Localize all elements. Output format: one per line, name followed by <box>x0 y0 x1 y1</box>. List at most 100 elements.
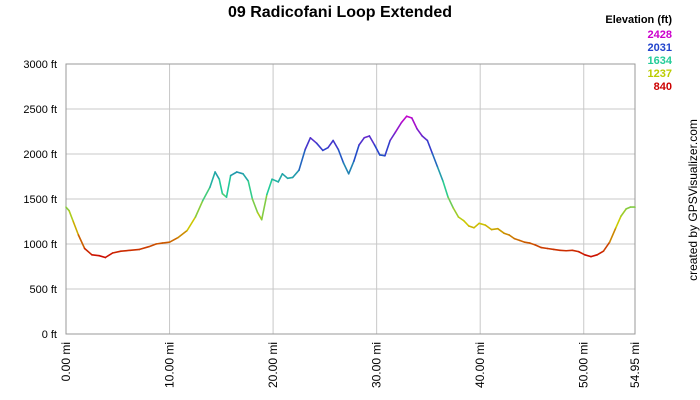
plot-border <box>65 63 636 335</box>
profile-segment <box>266 178 273 196</box>
profile-segment <box>286 176 294 180</box>
profile-segment <box>247 180 254 200</box>
profile-segment <box>615 215 622 229</box>
x-tick-label: 40.00 mi <box>473 342 487 388</box>
profile-segment <box>327 139 334 149</box>
profile-segment <box>363 135 371 139</box>
y-tick-label: 0 ft <box>42 329 57 341</box>
profile-segment <box>518 239 526 243</box>
y-tick-label: 1000 ft <box>23 239 57 251</box>
profile-segment <box>416 128 424 137</box>
profile-segment <box>384 139 391 157</box>
profile-segment <box>322 146 329 152</box>
profile-segment <box>194 200 204 218</box>
profile-segment <box>431 153 439 169</box>
profile-segment <box>608 227 617 243</box>
profile-segment <box>138 245 150 251</box>
profile-segment <box>484 224 493 231</box>
profile-segment <box>332 139 340 151</box>
profile-segment <box>426 139 434 155</box>
profile-segment <box>405 115 413 119</box>
y-tick-label: 2000 ft <box>23 149 57 161</box>
profile-segment <box>490 227 499 231</box>
profile-segment <box>77 234 86 250</box>
profile-segment <box>242 173 250 182</box>
x-tick-label: 54.95 mi <box>628 342 642 388</box>
profile-segment <box>571 249 580 253</box>
x-tick-label: 0.00 mi <box>59 342 73 381</box>
profile-segment <box>546 247 555 251</box>
profile-segment <box>358 137 366 146</box>
profile-segment <box>534 244 543 249</box>
profile-segment <box>260 193 268 221</box>
profile-segment <box>68 209 75 223</box>
profile-segment <box>271 178 280 183</box>
profile-segment <box>452 207 460 218</box>
profile-segment <box>298 148 306 171</box>
profile-segment <box>523 241 531 244</box>
profile-segment <box>583 254 592 258</box>
profile-segment <box>304 137 312 151</box>
profile-segment <box>577 250 586 256</box>
profile-segment <box>478 222 487 226</box>
legend-title: Elevation (ft) <box>605 14 672 26</box>
chart-title: 09 Radicofani Loop Extended <box>227 4 453 21</box>
legend-entry: 840 <box>653 81 672 93</box>
profile-segment <box>148 243 157 248</box>
profile-segment <box>447 196 455 209</box>
profile-segment <box>129 248 141 252</box>
profile-segment <box>251 198 259 214</box>
legend-entry: 1237 <box>647 68 672 80</box>
profile-segment <box>368 135 376 146</box>
profile-segment <box>120 249 132 252</box>
profile-segment <box>161 241 171 244</box>
profile-segment <box>72 220 80 236</box>
profile-segment <box>229 171 238 177</box>
profile-segment <box>373 144 381 156</box>
profile-segment <box>315 142 324 152</box>
profile-segment <box>91 254 100 257</box>
profile-segment <box>309 137 318 144</box>
profile-segment <box>590 254 599 258</box>
profile-segment <box>155 242 164 245</box>
y-tick-label: 3000 ft <box>23 59 57 71</box>
legend: 2428 2031 1634 1237 840 <box>648 29 672 94</box>
profile-segment <box>214 171 221 180</box>
profile-segment <box>394 121 403 134</box>
profile-segment <box>421 135 429 142</box>
profile-segment <box>177 229 188 239</box>
profile-segment <box>468 225 475 229</box>
profile-segment <box>256 211 263 221</box>
profile-segment <box>209 171 216 189</box>
profile-segment <box>620 208 627 217</box>
x-tick-label: 30.00 mi <box>370 342 384 388</box>
legend-entry: 2428 <box>647 29 672 41</box>
profile-segment <box>111 250 122 254</box>
profile-segment <box>337 148 345 164</box>
profile-segment <box>342 162 350 175</box>
profile-segment <box>436 166 444 182</box>
profile-segment <box>201 186 211 202</box>
profile-segment <box>281 173 289 180</box>
profile-segment <box>168 236 179 243</box>
x-tick-label: 20.00 mi <box>266 342 280 388</box>
profile-segment <box>442 180 449 198</box>
y-tick-label: 1500 ft <box>23 194 57 206</box>
profile-segment <box>513 237 521 242</box>
profile-segment <box>462 219 470 227</box>
x-tick-label: 10.00 mi <box>163 342 177 388</box>
profile-segment <box>473 222 480 229</box>
profile-segment <box>596 250 605 256</box>
profile-segment <box>602 241 611 252</box>
profile-segment <box>411 117 418 130</box>
profile-segment <box>400 115 408 124</box>
profile-segment <box>389 131 397 142</box>
legend-entry: 1634 <box>647 55 672 67</box>
x-tick-label: 50.00 mi <box>577 342 591 388</box>
profile-segment <box>378 154 386 157</box>
profile-segment <box>186 216 197 232</box>
profile-segment <box>353 144 360 162</box>
profile-segment <box>529 242 536 246</box>
profile-segment <box>540 246 549 250</box>
